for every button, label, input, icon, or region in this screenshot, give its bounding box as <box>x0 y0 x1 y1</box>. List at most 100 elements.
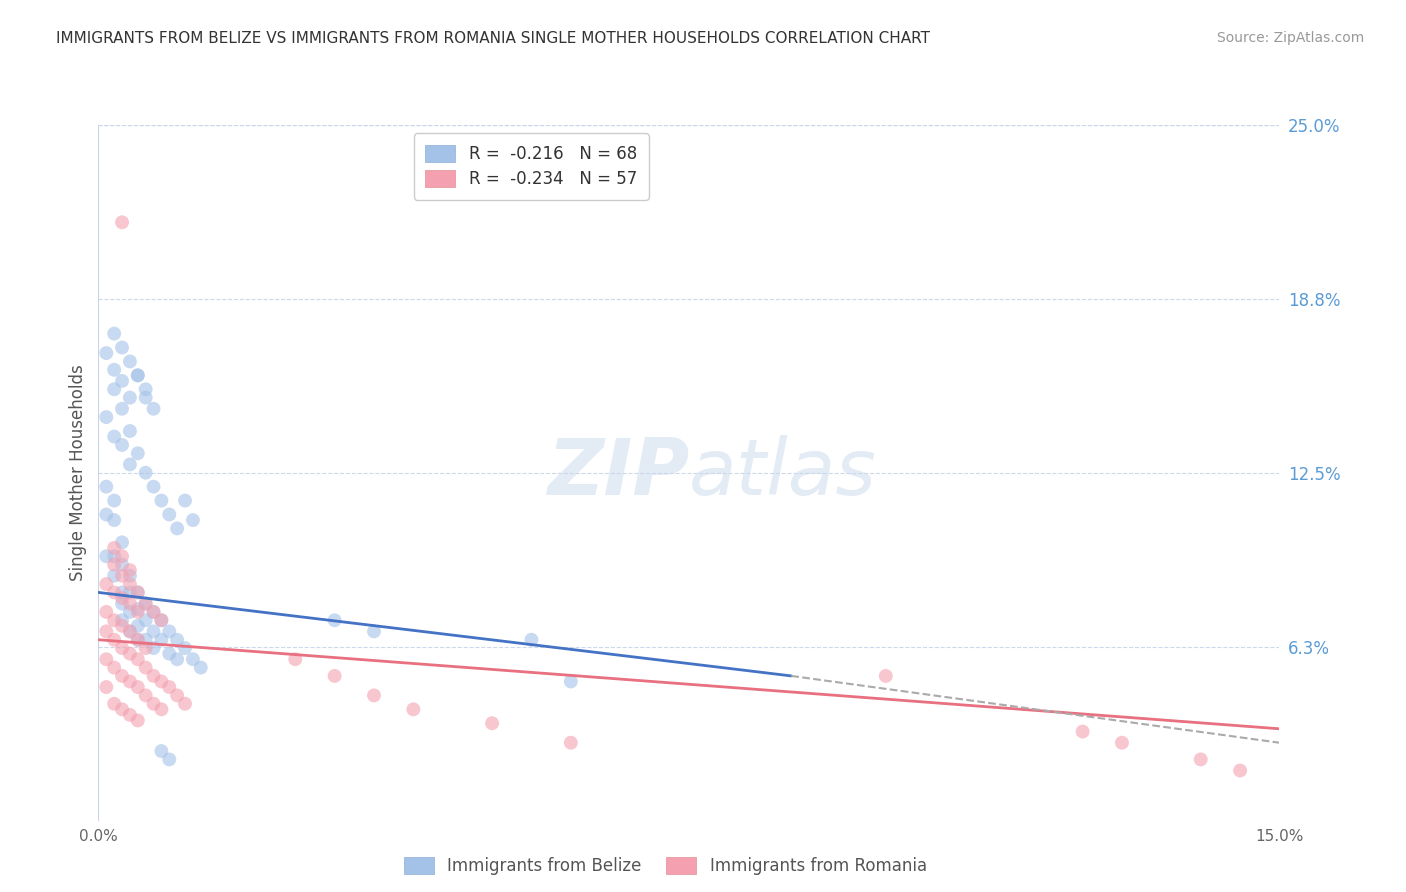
Point <box>118 585 141 599</box>
Point <box>135 597 157 611</box>
Point <box>118 568 141 582</box>
Point <box>157 752 180 766</box>
Point <box>142 401 165 416</box>
Point <box>111 558 134 572</box>
Point <box>323 669 346 683</box>
Point <box>875 669 897 683</box>
Point <box>96 652 118 666</box>
Point <box>1189 752 1212 766</box>
Point <box>96 577 118 591</box>
Point <box>174 641 197 656</box>
Point <box>103 613 125 627</box>
Point <box>111 591 134 605</box>
Point <box>96 346 118 360</box>
Point <box>150 613 173 627</box>
Point <box>142 697 165 711</box>
Point <box>150 493 173 508</box>
Point <box>96 480 118 494</box>
Point <box>103 326 125 341</box>
Point <box>118 391 141 405</box>
Point <box>150 744 173 758</box>
Point <box>111 613 134 627</box>
Point <box>135 641 157 656</box>
Point <box>103 697 125 711</box>
Point <box>127 368 149 383</box>
Point <box>560 674 582 689</box>
Point <box>174 493 197 508</box>
Point <box>142 641 165 656</box>
Point <box>166 689 188 703</box>
Point <box>135 632 157 647</box>
Point <box>142 624 165 639</box>
Point <box>96 410 118 425</box>
Point <box>103 660 125 674</box>
Point <box>135 660 157 674</box>
Point <box>363 624 385 639</box>
Point <box>118 597 141 611</box>
Point <box>135 689 157 703</box>
Point <box>135 382 157 396</box>
Point <box>150 632 173 647</box>
Point <box>103 632 125 647</box>
Point <box>127 585 149 599</box>
Point <box>127 585 149 599</box>
Point <box>127 605 149 619</box>
Point <box>127 652 149 666</box>
Point <box>96 549 118 564</box>
Point <box>118 624 141 639</box>
Point <box>118 354 141 368</box>
Point <box>142 605 165 619</box>
Point <box>190 660 212 674</box>
Point <box>142 605 165 619</box>
Point <box>166 521 188 535</box>
Point <box>127 632 149 647</box>
Point <box>96 508 118 522</box>
Point <box>111 669 134 683</box>
Point <box>103 558 125 572</box>
Point <box>135 466 157 480</box>
Point <box>118 424 141 438</box>
Point <box>157 508 180 522</box>
Point <box>118 707 141 722</box>
Point <box>111 702 134 716</box>
Point <box>1071 724 1094 739</box>
Point <box>520 632 543 647</box>
Point <box>150 702 173 716</box>
Point <box>103 363 125 377</box>
Point <box>127 619 149 633</box>
Point <box>103 585 125 599</box>
Point <box>111 535 134 549</box>
Point <box>402 702 425 716</box>
Point <box>118 605 141 619</box>
Point <box>111 641 134 656</box>
Text: Source: ZipAtlas.com: Source: ZipAtlas.com <box>1216 31 1364 45</box>
Point <box>103 568 125 582</box>
Point <box>481 716 503 731</box>
Point <box>111 438 134 452</box>
Point <box>96 624 118 639</box>
Point <box>111 568 134 582</box>
Point <box>1111 736 1133 750</box>
Point <box>103 541 125 555</box>
Point <box>135 613 157 627</box>
Point <box>157 647 180 661</box>
Point <box>560 736 582 750</box>
Point <box>103 549 125 564</box>
Point <box>127 602 149 616</box>
Point <box>181 513 204 527</box>
Point <box>103 429 125 443</box>
Text: ZIP: ZIP <box>547 434 689 511</box>
Point <box>127 680 149 694</box>
Point <box>157 680 180 694</box>
Point <box>118 674 141 689</box>
Point <box>103 382 125 396</box>
Point <box>118 458 141 472</box>
Point <box>181 652 204 666</box>
Point <box>323 613 346 627</box>
Point <box>157 624 180 639</box>
Text: atlas: atlas <box>689 434 877 511</box>
Point <box>118 647 141 661</box>
Point <box>103 493 125 508</box>
Point <box>127 714 149 728</box>
Point <box>118 577 141 591</box>
